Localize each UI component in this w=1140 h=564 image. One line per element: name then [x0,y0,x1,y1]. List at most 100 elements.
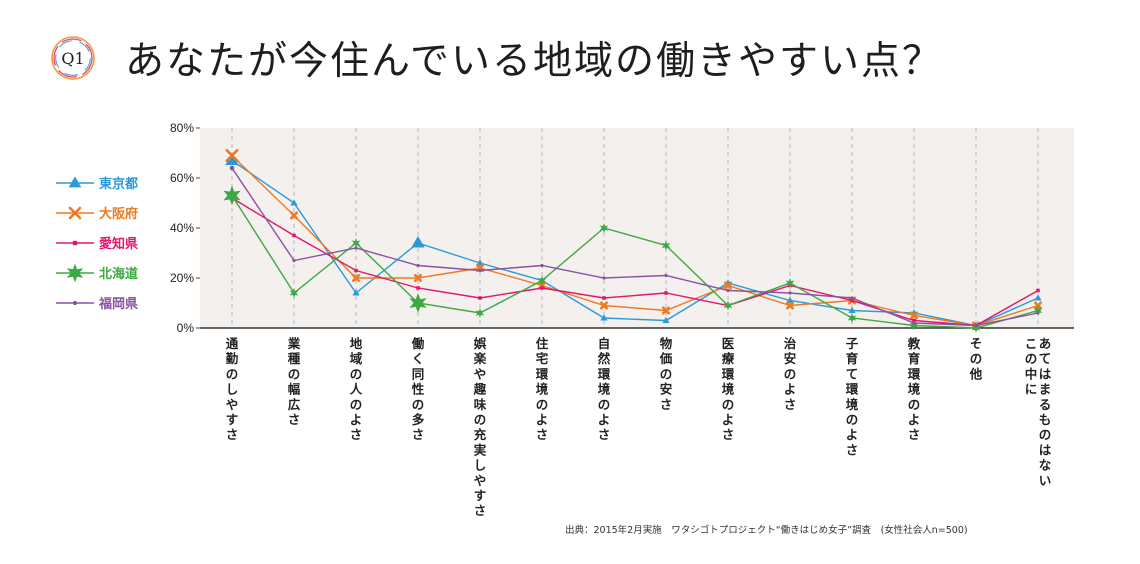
x-tick-char: さ [226,427,239,442]
x-tick-char: よ [598,412,611,427]
x-tick-char: 味 [474,397,487,412]
x-tick-char: 充 [474,427,487,442]
x-tick-char: 医 [722,336,735,351]
x-tick-char: こ [1025,336,1038,351]
x-tick-char: 通 [226,336,239,351]
x-tick-char: 働 [411,336,425,351]
legend-item: 福岡県 [56,296,138,312]
x-tick-char: 安 [660,382,673,397]
data-point [599,301,609,310]
data-point [229,165,235,171]
x-tick-char: 人 [350,382,363,397]
data-point [411,236,425,248]
x-tick-char: さ [412,427,425,442]
x-tick-char: 域 [350,351,363,366]
data-point [351,238,361,248]
x-tick-char: の [350,366,363,381]
y-tick-label: 60% [170,171,194,185]
x-tick-char: よ [350,412,363,427]
x-tick-char: 境 [846,397,859,412]
x-tick-char: 教 [907,336,921,351]
data-point [912,321,916,325]
x-tick-char: し [226,382,239,397]
x-tick-char: の [536,397,549,412]
data-point [1034,294,1042,301]
x-tick-char: の [1039,427,1052,442]
data-point [352,289,360,296]
x-tick-char: 境 [908,382,921,397]
x-tick-char: や [474,366,487,381]
data-point [290,199,298,206]
data-point [723,281,733,290]
data-point [540,286,544,290]
x-tick-char: に [1025,382,1038,397]
series-line [231,195,1039,329]
data-point [1033,305,1043,316]
y-tick-label: 0% [177,321,195,335]
x-tick-char: の [288,366,301,381]
data-point [785,278,795,288]
x-tick-char: 多 [412,412,425,427]
data-point [1036,288,1040,293]
x-tick-char: る [1039,397,1052,412]
x-tick-char: の [1025,351,1038,366]
data-point [1034,301,1042,310]
data-point [68,206,82,220]
x-tick-char: 境 [598,382,611,397]
x-tick-char: さ [722,427,735,442]
data-point [723,300,733,311]
data-point [476,259,484,266]
x-tick-char: よ [784,382,797,397]
data-point [661,306,671,315]
x-tick-char: よ [846,427,859,442]
x-tick-char: 業 [287,336,301,351]
data-point [72,240,78,246]
x-tick-char: 同 [412,366,425,381]
data-point [785,301,795,310]
x-tick-char: 安 [784,351,797,366]
x-tick-char: さ [350,427,363,442]
x-tick-char: よ [536,412,549,427]
x-tick-label: その他 [969,336,983,381]
x-tick-char: の [412,397,425,412]
x-tick-char: 趣 [473,382,487,397]
x-tick-char: 然 [598,351,611,366]
x-tick-char: 環 [908,366,921,381]
x-tick-char: す [226,412,239,427]
data-point [416,263,420,268]
plot-area [200,128,1074,328]
y-tick-label: 20% [170,271,194,285]
x-tick-char: 地 [350,336,363,351]
x-tick-char: 実 [474,442,487,457]
data-point [599,223,609,233]
data-point [971,323,981,333]
x-tick-char: 中 [1025,366,1038,381]
x-tick-char: 環 [722,366,735,381]
x-tick-char: 育 [846,351,859,366]
data-point [909,320,919,331]
y-axis: 0% 20% 40% 60% 80% [170,121,200,335]
page-title: あなたが今住んでいる地域の働きやすい点？ [125,39,944,84]
data-point [354,246,358,250]
data-point [600,314,608,321]
x-tick-char: 治 [784,336,797,351]
data-point [289,211,299,220]
legend-label: 北海道 [99,266,138,282]
x-axis: 通勤のしやすさ業種の幅広さ地域の人のよさ働く同性の多さ娯楽や趣味の充実しやすさ住… [200,327,1074,518]
x-tick-char: さ [598,427,611,442]
data-point [912,318,916,323]
x-tick-char: や [474,473,487,488]
data-point [788,291,792,295]
x-tick-char: の [784,366,797,381]
x-tick-char: さ [474,503,487,518]
x-tick-char: さ [660,397,673,412]
x-tick-char: の [598,397,611,412]
x-tick-char: く [412,351,425,366]
